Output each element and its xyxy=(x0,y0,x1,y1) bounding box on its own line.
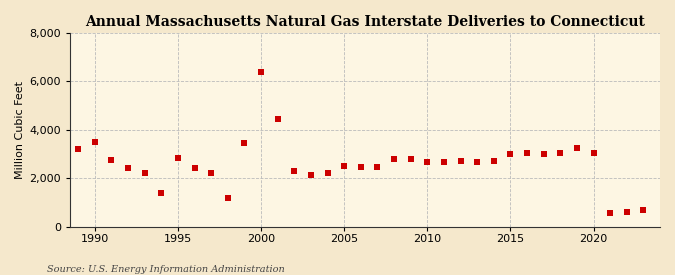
Point xyxy=(339,164,350,168)
Point xyxy=(272,117,283,121)
Point xyxy=(605,211,616,215)
Y-axis label: Million Cubic Feet: Million Cubic Feet xyxy=(15,81,25,179)
Point xyxy=(156,191,167,195)
Point xyxy=(439,160,450,165)
Point xyxy=(189,166,200,171)
Point xyxy=(322,171,333,175)
Title: Annual Massachusetts Natural Gas Interstate Deliveries to Connecticut: Annual Massachusetts Natural Gas Interst… xyxy=(85,15,645,29)
Point xyxy=(106,158,117,162)
Point xyxy=(488,159,499,163)
Point xyxy=(455,159,466,163)
Point xyxy=(472,160,483,165)
Point xyxy=(622,210,632,214)
Point xyxy=(173,155,184,160)
Point xyxy=(505,152,516,156)
Point xyxy=(123,166,134,171)
Point xyxy=(405,156,416,161)
Point xyxy=(638,207,649,212)
Point xyxy=(572,146,583,150)
Point xyxy=(73,147,84,151)
Point xyxy=(139,171,150,175)
Point xyxy=(89,140,100,144)
Point xyxy=(256,70,267,74)
Point xyxy=(422,160,433,165)
Text: Source: U.S. Energy Information Administration: Source: U.S. Energy Information Administ… xyxy=(47,265,285,274)
Point xyxy=(306,172,317,177)
Point xyxy=(222,195,233,200)
Point xyxy=(522,150,533,155)
Point xyxy=(389,156,400,161)
Point xyxy=(206,171,217,175)
Point xyxy=(289,169,300,173)
Point xyxy=(372,165,383,169)
Point xyxy=(588,150,599,155)
Point xyxy=(538,152,549,156)
Point xyxy=(555,150,566,155)
Point xyxy=(239,141,250,145)
Point xyxy=(355,165,366,169)
